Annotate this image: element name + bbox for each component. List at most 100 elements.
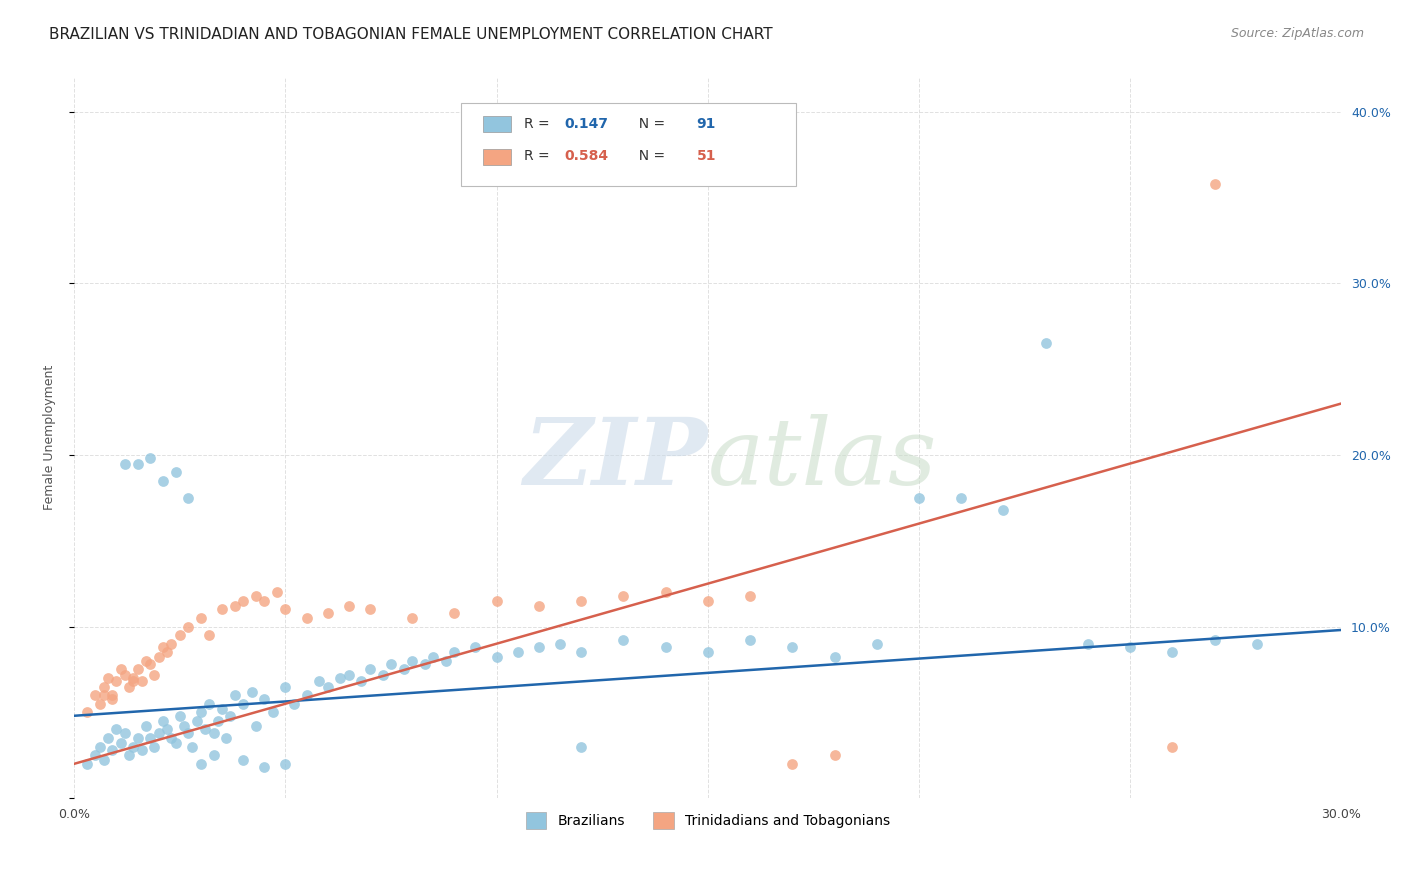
Point — [993, 503, 1015, 517]
Point — [224, 688, 246, 702]
Point — [114, 726, 136, 740]
Point — [202, 748, 225, 763]
Point — [76, 706, 98, 720]
Point — [211, 602, 233, 616]
Point — [198, 697, 221, 711]
Point — [401, 654, 423, 668]
FancyBboxPatch shape — [461, 103, 796, 186]
Text: R =: R = — [524, 149, 554, 163]
Point — [76, 756, 98, 771]
Point — [569, 645, 592, 659]
Point — [253, 594, 276, 608]
Point — [190, 756, 212, 771]
Point — [232, 594, 254, 608]
Point — [371, 667, 394, 681]
Point — [654, 640, 676, 654]
Point — [1246, 637, 1268, 651]
Point — [422, 650, 444, 665]
Point — [548, 637, 571, 651]
Point — [101, 688, 124, 702]
Point — [101, 691, 124, 706]
Point — [131, 743, 153, 757]
Y-axis label: Female Unemployment: Female Unemployment — [44, 365, 56, 510]
Point — [131, 674, 153, 689]
Point — [114, 457, 136, 471]
Point — [190, 611, 212, 625]
Point — [696, 645, 718, 659]
Point — [97, 671, 120, 685]
Point — [143, 667, 166, 681]
Point — [253, 691, 276, 706]
Point — [207, 714, 229, 728]
Point — [274, 756, 297, 771]
Text: 0.147: 0.147 — [565, 117, 609, 130]
Text: 51: 51 — [696, 149, 716, 163]
Point — [160, 731, 183, 745]
Point — [283, 697, 305, 711]
Text: ZIP: ZIP — [523, 415, 707, 504]
Point — [350, 674, 373, 689]
Point — [612, 633, 634, 648]
Point — [240, 684, 263, 698]
Point — [337, 599, 360, 613]
Point — [101, 743, 124, 757]
Point — [118, 680, 141, 694]
Point — [359, 602, 381, 616]
Point — [380, 657, 402, 672]
Point — [160, 637, 183, 651]
Point — [232, 753, 254, 767]
Point — [93, 688, 115, 702]
Point — [866, 637, 889, 651]
Point — [464, 640, 486, 654]
Point — [337, 667, 360, 681]
Point — [156, 645, 179, 659]
Point — [392, 662, 415, 676]
Point — [295, 688, 318, 702]
Legend: Brazilians, Trinidadians and Tobagonians: Brazilians, Trinidadians and Tobagonians — [520, 806, 896, 834]
Point — [527, 640, 550, 654]
Point — [127, 457, 149, 471]
Point — [215, 731, 238, 745]
Point — [1161, 645, 1184, 659]
Point — [780, 640, 803, 654]
Point — [295, 611, 318, 625]
Point — [245, 719, 267, 733]
Text: N =: N = — [630, 117, 671, 130]
Point — [485, 594, 508, 608]
Point — [569, 739, 592, 754]
Point — [485, 650, 508, 665]
Text: BRAZILIAN VS TRINIDADIAN AND TOBAGONIAN FEMALE UNEMPLOYMENT CORRELATION CHART: BRAZILIAN VS TRINIDADIAN AND TOBAGONIAN … — [49, 27, 773, 42]
Point — [1119, 640, 1142, 654]
Point — [84, 748, 107, 763]
Point — [443, 645, 465, 659]
Point — [93, 680, 115, 694]
Point — [253, 760, 276, 774]
Point — [1204, 633, 1226, 648]
Point — [110, 736, 132, 750]
Point — [127, 662, 149, 676]
Bar — [484, 116, 512, 132]
Point — [738, 633, 761, 648]
Point — [824, 650, 846, 665]
Point — [612, 589, 634, 603]
Point — [173, 719, 195, 733]
Point — [738, 589, 761, 603]
Point — [202, 726, 225, 740]
Point — [824, 748, 846, 763]
Point — [245, 589, 267, 603]
Point — [262, 706, 284, 720]
Point — [165, 736, 187, 750]
Text: Source: ZipAtlas.com: Source: ZipAtlas.com — [1230, 27, 1364, 40]
Point — [122, 671, 145, 685]
Point — [194, 723, 217, 737]
Point — [148, 726, 170, 740]
Point — [190, 706, 212, 720]
Point — [219, 708, 242, 723]
Point — [266, 585, 288, 599]
Point — [177, 491, 200, 505]
Point — [89, 697, 111, 711]
Point — [274, 602, 297, 616]
Point — [110, 662, 132, 676]
Point — [527, 599, 550, 613]
Point — [93, 753, 115, 767]
